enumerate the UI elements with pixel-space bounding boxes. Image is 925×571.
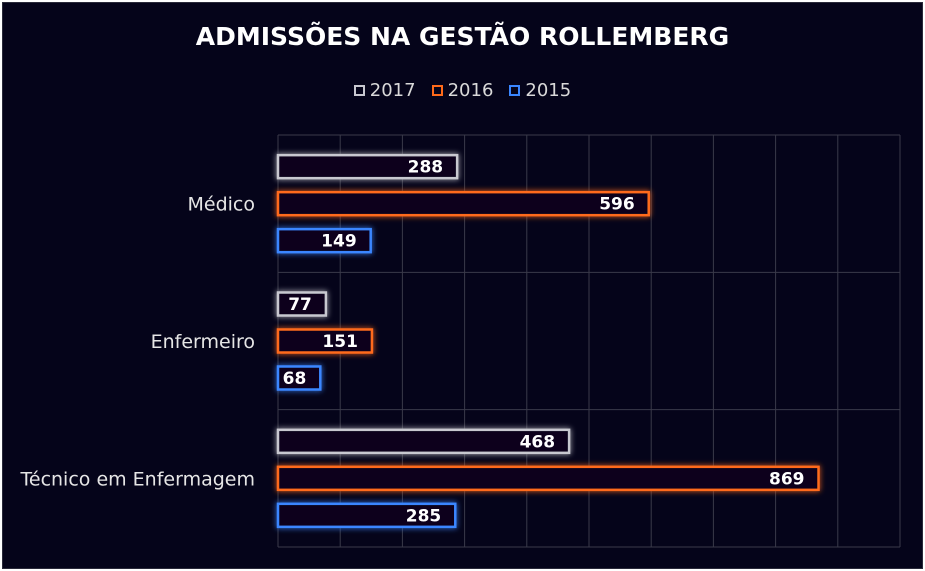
- chart-title: ADMISSÕES NA GESTÃO ROLLEMBERG: [195, 22, 730, 51]
- legend-label-2017: 2017: [369, 80, 416, 101]
- bar-2017: [276, 291, 328, 317]
- category-labels: Médico Enfermeiro Técnico em Enfermagem: [20, 194, 256, 491]
- legend-swatch-2017: [353, 85, 365, 96]
- bars: [276, 153, 820, 529]
- category-label: Médico: [188, 194, 256, 216]
- legend-item-2016: 2016: [431, 80, 494, 101]
- data-label: 285: [406, 506, 442, 526]
- data-label: 77: [288, 295, 312, 315]
- bar-2017: [276, 428, 571, 455]
- value-labels: 288 596 149 77 151 68 468 869 285: [283, 158, 805, 527]
- legend-label-2015: 2015: [525, 80, 572, 101]
- bar-2016: [276, 465, 820, 492]
- legend-swatch-2015: [509, 85, 521, 96]
- bar-2016: [276, 328, 374, 354]
- data-label: 149: [321, 232, 357, 252]
- bar-2017: [276, 153, 459, 180]
- bar-2015: [276, 502, 457, 529]
- data-label: 869: [769, 469, 805, 489]
- bar-2015: [276, 365, 322, 391]
- category-label: Enfermeiro: [151, 331, 255, 353]
- data-label: 288: [408, 158, 444, 178]
- legend-swatch-2016: [431, 85, 443, 96]
- data-label: 468: [520, 432, 556, 452]
- legend: 2017 2016 2015: [0, 80, 925, 101]
- legend-label-2016: 2016: [447, 80, 494, 101]
- data-label: 596: [599, 195, 635, 215]
- bar-2015: [276, 227, 372, 254]
- data-label: 68: [283, 369, 307, 389]
- category-label: Técnico em Enfermagem: [20, 468, 256, 490]
- bar-2016: [276, 190, 650, 217]
- legend-item-2017: 2017: [353, 80, 416, 101]
- legend-item-2015: 2015: [509, 80, 571, 101]
- data-label: 151: [322, 332, 358, 352]
